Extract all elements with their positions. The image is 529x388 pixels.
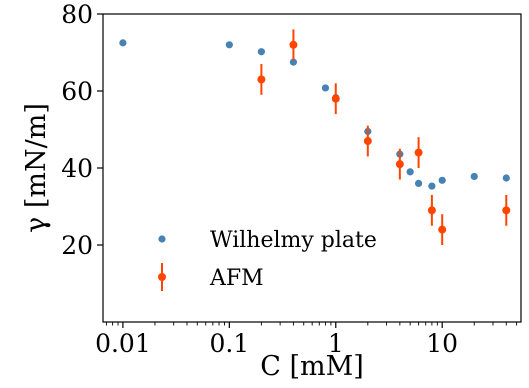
legend-label-wilhelmy: Wilhelmy plate xyxy=(210,228,377,253)
y-tick-label: 20 xyxy=(61,231,93,260)
data-point xyxy=(470,172,478,181)
data-point xyxy=(414,179,423,187)
data-point xyxy=(428,182,436,190)
data-point xyxy=(321,84,330,92)
data-point xyxy=(438,225,447,234)
legend-marker-wilhelmy xyxy=(158,235,166,243)
data-point xyxy=(406,168,414,176)
y-tick-label: 80 xyxy=(61,0,93,29)
data-point xyxy=(427,206,436,215)
data-point xyxy=(225,41,233,49)
axis-ticks: 0.01 0.1 1 10 20 40 60 80 xyxy=(61,0,518,358)
y-axis-label: γ [mN/m] xyxy=(21,103,52,233)
data-point xyxy=(395,160,404,169)
data-point xyxy=(502,206,511,215)
data-point xyxy=(438,176,446,184)
data-point xyxy=(257,75,266,84)
data-point xyxy=(119,39,127,47)
legend-marker-afm xyxy=(158,273,166,281)
x-tick-label: 0.1 xyxy=(209,329,249,358)
data-point xyxy=(363,137,372,146)
series-wilhelmy-plate xyxy=(119,39,510,190)
x-axis-label: C [mM] xyxy=(260,351,364,382)
series-afm xyxy=(257,29,511,245)
data-point xyxy=(331,94,340,103)
data-point xyxy=(414,148,423,157)
legend: Wilhelmy plate AFM xyxy=(158,228,377,291)
x-tick-label: 1 xyxy=(328,329,344,358)
data-point xyxy=(502,174,510,182)
x-tick-label: 0.01 xyxy=(95,329,151,358)
legend-label-afm: AFM xyxy=(209,266,264,291)
data-point xyxy=(257,48,265,56)
data-marks xyxy=(119,29,511,245)
y-tick-label: 40 xyxy=(61,154,93,183)
x-tick-label: 10 xyxy=(426,329,458,358)
data-point xyxy=(289,40,298,49)
data-point xyxy=(289,58,298,66)
y-tick-label: 60 xyxy=(61,77,93,106)
